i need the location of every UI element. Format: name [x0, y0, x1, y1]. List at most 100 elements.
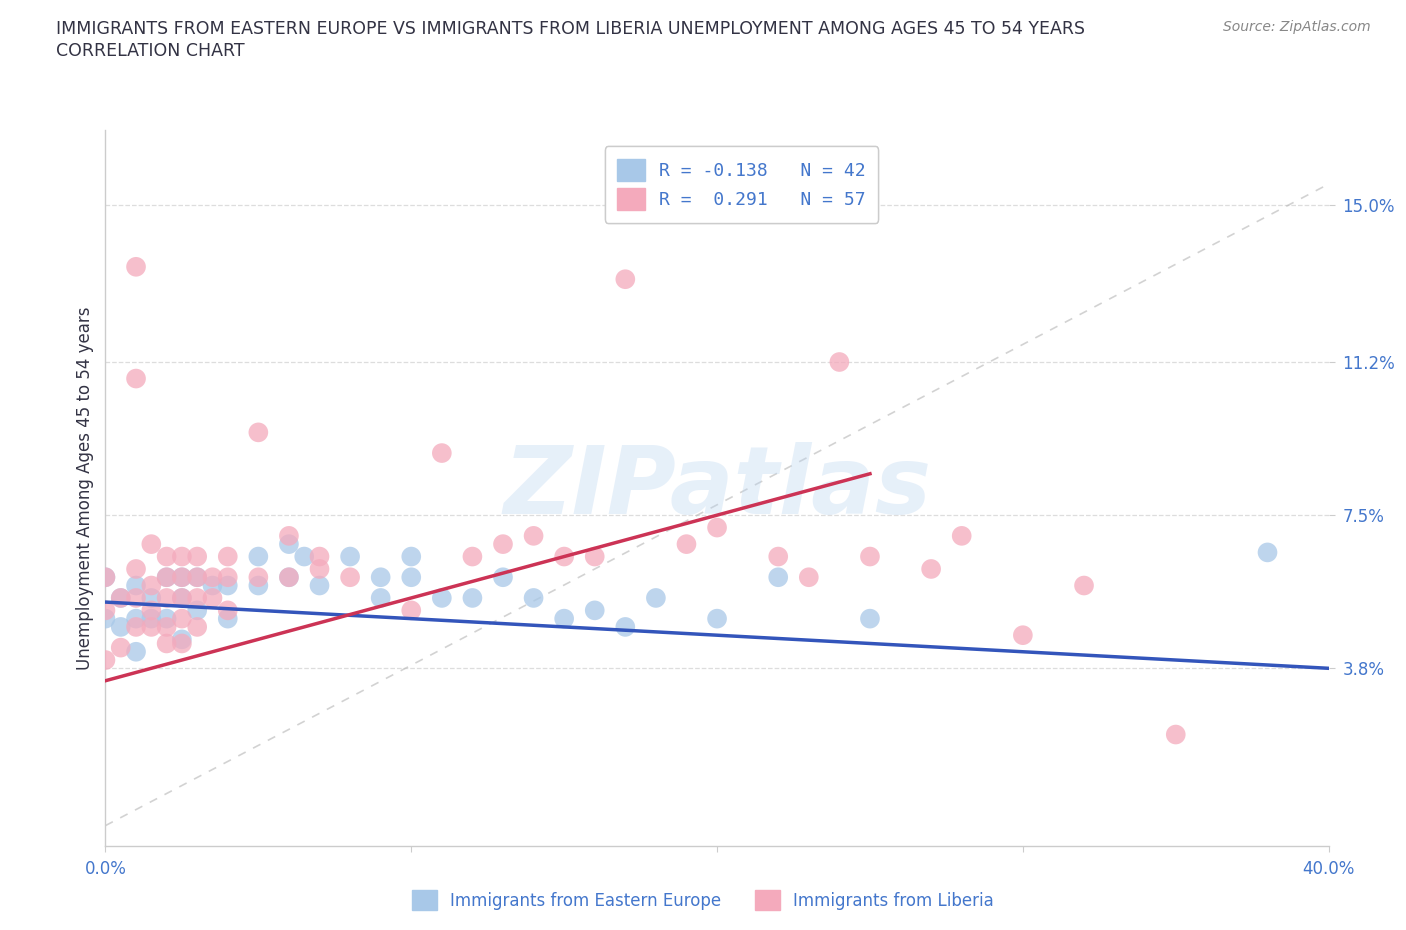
Legend: Immigrants from Eastern Europe, Immigrants from Liberia: Immigrants from Eastern Europe, Immigran…: [405, 884, 1001, 917]
Point: [170, 611, 193, 626]
Point: [170, 570, 193, 585]
Point: [247, 549, 270, 564]
Text: Source: ZipAtlas.com: Source: ZipAtlas.com: [1223, 20, 1371, 34]
Point: [644, 591, 666, 605]
Point: [768, 549, 790, 564]
Point: [339, 570, 361, 585]
Point: [110, 591, 132, 605]
Y-axis label: Unemployment Among Ages 45 to 54 years: Unemployment Among Ages 45 to 54 years: [76, 307, 94, 670]
Point: [186, 619, 208, 634]
Point: [797, 570, 820, 585]
Point: [94, 653, 117, 668]
Point: [155, 636, 177, 651]
Point: [859, 549, 882, 564]
Point: [94, 570, 117, 585]
Point: [399, 570, 422, 585]
Point: [186, 549, 208, 564]
Point: [155, 549, 177, 564]
Point: [370, 570, 392, 585]
Point: [950, 528, 973, 543]
Point: [94, 603, 117, 618]
Point: [125, 591, 148, 605]
Point: [170, 591, 193, 605]
Point: [399, 603, 422, 618]
Point: [125, 371, 148, 386]
Point: [308, 562, 330, 577]
Point: [125, 644, 148, 659]
Point: [768, 570, 790, 585]
Point: [141, 578, 163, 593]
Point: [277, 570, 299, 585]
Point: [430, 445, 453, 460]
Point: [553, 611, 575, 626]
Point: [155, 591, 177, 605]
Point: [614, 619, 637, 634]
Point: [201, 570, 224, 585]
Point: [1011, 628, 1033, 643]
Point: [201, 578, 224, 593]
Point: [170, 570, 193, 585]
Point: [170, 549, 193, 564]
Point: [828, 354, 851, 369]
Point: [125, 578, 148, 593]
Point: [110, 640, 132, 655]
Point: [920, 562, 942, 577]
Point: [110, 591, 132, 605]
Legend: R = -0.138   N = 42, R =  0.291   N = 57: R = -0.138 N = 42, R = 0.291 N = 57: [605, 146, 879, 223]
Point: [430, 591, 453, 605]
Point: [614, 272, 637, 286]
Point: [141, 611, 163, 626]
Point: [706, 611, 728, 626]
Point: [277, 570, 299, 585]
Point: [553, 549, 575, 564]
Point: [155, 619, 177, 634]
Point: [217, 570, 239, 585]
Point: [170, 591, 193, 605]
Point: [1073, 578, 1095, 593]
Point: [1256, 545, 1278, 560]
Point: [583, 603, 606, 618]
Point: [277, 528, 299, 543]
Point: [523, 591, 546, 605]
Point: [186, 603, 208, 618]
Point: [141, 603, 163, 618]
Point: [492, 537, 515, 551]
Point: [125, 562, 148, 577]
Point: [110, 619, 132, 634]
Point: [217, 549, 239, 564]
Text: ZIPatlas: ZIPatlas: [503, 443, 931, 534]
Point: [186, 591, 208, 605]
Point: [859, 611, 882, 626]
Point: [217, 578, 239, 593]
Point: [492, 570, 515, 585]
Point: [1164, 727, 1187, 742]
Point: [170, 631, 193, 646]
Point: [675, 537, 697, 551]
Point: [399, 549, 422, 564]
Point: [308, 549, 330, 564]
Point: [292, 549, 315, 564]
Point: [370, 591, 392, 605]
Text: CORRELATION CHART: CORRELATION CHART: [56, 42, 245, 60]
Point: [141, 537, 163, 551]
Point: [706, 520, 728, 535]
Point: [155, 570, 177, 585]
Point: [94, 570, 117, 585]
Point: [583, 549, 606, 564]
Point: [247, 570, 270, 585]
Point: [94, 611, 117, 626]
Point: [186, 570, 208, 585]
Point: [125, 619, 148, 634]
Point: [461, 591, 484, 605]
Point: [217, 611, 239, 626]
Point: [308, 578, 330, 593]
Point: [247, 578, 270, 593]
Point: [125, 259, 148, 274]
Point: [461, 549, 484, 564]
Point: [523, 528, 546, 543]
Text: IMMIGRANTS FROM EASTERN EUROPE VS IMMIGRANTS FROM LIBERIA UNEMPLOYMENT AMONG AGE: IMMIGRANTS FROM EASTERN EUROPE VS IMMIGR…: [56, 20, 1085, 38]
Point: [141, 591, 163, 605]
Point: [186, 570, 208, 585]
Point: [217, 603, 239, 618]
Point: [201, 591, 224, 605]
